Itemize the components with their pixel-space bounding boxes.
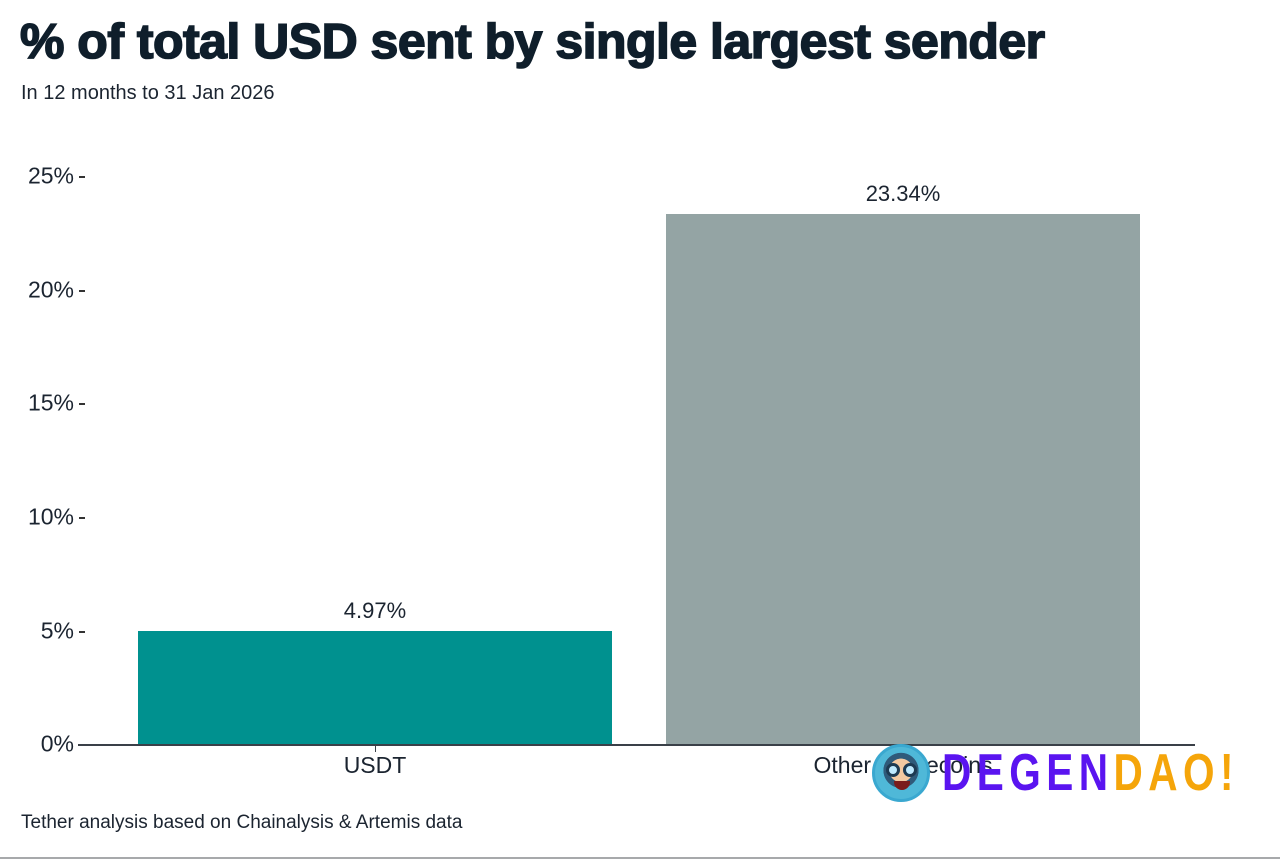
source-note: Tether analysis based on Chainalysis & A… [21,812,463,833]
x-tick-mark [375,745,376,752]
bar-value-label-usdt: 4.97% [343,598,407,623]
y-tick-mark [79,631,85,633]
y-tick-label: 5% [40,617,74,644]
chart-title: % of total USD sent by single largest se… [19,14,1046,70]
bar-value-label-other: 23.34% [865,181,941,206]
scientist-avatar-icon [872,744,930,802]
y-tick-mark [79,517,85,519]
y-tick-label: 10% [27,503,74,530]
degendao-watermark: DEGENDAO! [872,742,1280,804]
watermark-text-degen: DEGEN [942,744,1114,802]
chart-subtitle: In 12 months to 31 Jan 2026 [21,82,275,104]
x-tick-label-usdt: USDT [343,752,407,778]
y-tick-mark [79,290,85,292]
goggle-left [886,763,900,777]
bar-usdt [138,631,612,744]
bottom-divider [0,857,1280,859]
goggle-right [903,763,917,777]
bar-other-stablecoins [666,214,1140,744]
watermark-text-dao: DAO! [1113,744,1240,802]
avatar-mouth [894,781,910,790]
y-tick-label: 20% [27,276,74,303]
watermark-text: DEGENDAO! [942,747,1239,799]
x-axis-line [78,744,1195,746]
y-tick-mark [79,403,85,405]
y-tick-label: 0% [40,730,74,757]
y-tick-label: 25% [27,162,74,189]
y-tick-mark [79,176,85,178]
y-tick-label: 15% [27,389,74,416]
